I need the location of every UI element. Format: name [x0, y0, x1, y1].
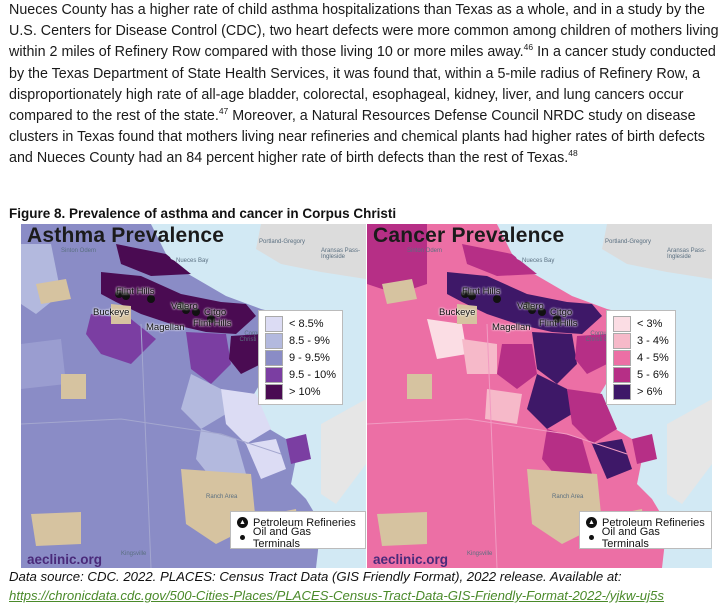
legend-row: 9.5 - 10%	[265, 366, 336, 383]
sentence-3: Moreover, a Natural Resources Defense Co…	[9, 108, 705, 167]
asthma-facility-legend: ▲ Petroleum Refineries Oil and Gas Termin…	[230, 511, 366, 550]
legend-label: Oil and Gas Terminals	[601, 525, 660, 550]
source-link[interactable]: https://chronicdata.cdc.gov/500-Cities-P…	[9, 588, 664, 603]
label-corpus-christi-bay: Corpus Christi Bay	[239, 331, 269, 343]
legend-swatch	[265, 332, 283, 349]
refinery-icon: ▲	[237, 517, 248, 528]
label-ranch-area: Ranch Area	[552, 494, 584, 500]
label-kingsville: Kingsville	[121, 551, 147, 557]
legend-label: 4 - 5%	[637, 351, 669, 364]
legend-swatch	[613, 366, 631, 383]
label-portland-gregory: Portland-Gregory	[259, 239, 306, 245]
legend-row: > 10%	[265, 383, 336, 400]
legend-label: < 8.5%	[289, 317, 324, 330]
label-buckeye: Buckeye	[93, 307, 130, 318]
legend-row: 9 - 9.5%	[265, 349, 336, 366]
label-flint-hills: Flint Hills	[462, 286, 501, 297]
legend-label: 5 - 6%	[637, 368, 669, 381]
legend-label: Petroleum Refineries	[253, 516, 356, 529]
legend-swatch	[265, 349, 283, 366]
legend-label: 3 - 4%	[637, 334, 669, 347]
label-aransas-pass: Aransas Pass-Ingleside	[667, 248, 707, 260]
legend-row: > 6%	[613, 383, 669, 400]
asthma-legend: < 8.5% 8.5 - 9% 9 - 9.5% 9.5 - 10% > 10%	[258, 310, 344, 405]
terminal-dot-icon	[589, 535, 594, 540]
cancer-map: Cancer Prevalence Sinton Odem Portland-G…	[367, 224, 712, 568]
label-kingsville: Kingsville	[467, 551, 493, 557]
label-magellan: Magellan	[146, 322, 185, 333]
figure-title: Figure 8. Prevalence of asthma and cance…	[9, 206, 397, 221]
legend-row: 8.5 - 9%	[265, 332, 336, 349]
legend-label: > 10%	[289, 385, 321, 398]
cancer-map-title: Cancer Prevalence	[373, 224, 565, 247]
label-flint-hills-2: Flint Hills	[193, 318, 232, 329]
asthma-map-title: Asthma Prevalence	[27, 224, 225, 247]
asthma-map-graphic	[21, 224, 366, 568]
sentence-1: Nueces County has a higher rate of child…	[9, 2, 719, 61]
sentence-2: In a cancer study conducted by the Texas…	[9, 44, 716, 125]
cancer-map-brand: aeclinic.org	[373, 552, 449, 567]
legend-label: 8.5 - 9%	[289, 334, 330, 347]
legend-row: 3 - 4%	[613, 332, 669, 349]
footnote-ref-47[interactable]: 47	[218, 106, 229, 117]
legend-swatch	[613, 332, 631, 349]
label-citgo: Citgo	[204, 307, 227, 318]
label-portland-gregory: Portland-Gregory	[605, 239, 652, 245]
footnote-ref-46[interactable]: 46	[523, 42, 534, 53]
label-aransas-pass: Aransas Pass-Ingleside	[321, 248, 361, 260]
legend-row: < 8.5%	[265, 315, 336, 332]
label-flint-hills: Flint Hills	[116, 286, 155, 297]
label-sinton-odem: Sinton Odem	[407, 248, 443, 254]
legend-row: ▲ Petroleum Refineries	[586, 515, 705, 530]
body-paragraph: Nueces County has a higher rate of child…	[9, 0, 721, 170]
label-valero: Valero	[171, 301, 198, 312]
label-ranch-area: Ranch Area	[206, 494, 238, 500]
refinery-icon: ▲	[586, 517, 597, 528]
legend-swatch	[613, 383, 631, 400]
legend-swatch	[265, 383, 283, 400]
label-buckeye: Buckeye	[439, 307, 476, 318]
footnote-ref-48[interactable]: 48	[568, 148, 578, 159]
terminal-dot-icon	[240, 535, 245, 540]
label-nueces-bay: Nueces Bay	[176, 258, 209, 264]
legend-label: < 3%	[637, 317, 663, 330]
asthma-map: Asthma Prevalence Sinton Odem Portland-G…	[21, 224, 366, 568]
legend-row: 5 - 6%	[613, 366, 669, 383]
legend-row: < 3%	[613, 315, 669, 332]
legend-label: > 6%	[637, 385, 663, 398]
legend-swatch	[613, 315, 631, 332]
legend-row: Oil and Gas Terminals	[237, 526, 359, 550]
label-nueces-bay: Nueces Bay	[522, 258, 555, 264]
label-sinton-odem: Sinton Odem	[61, 248, 97, 254]
cancer-legend: < 3% 3 - 4% 4 - 5% 5 - 6% > 6%	[606, 310, 676, 405]
label-citgo: Citgo	[550, 307, 573, 318]
figure-caption: Data source: CDC. 2022. PLACES: Census T…	[9, 569, 622, 584]
label-corpus-christi-bay: Corpus Christi Bay	[585, 331, 615, 343]
legend-label: 9 - 9.5%	[289, 351, 330, 364]
label-magellan: Magellan	[492, 322, 531, 333]
cancer-facility-legend: ▲ Petroleum Refineries Oil and Gas Termin…	[579, 511, 712, 550]
legend-row: Oil and Gas Terminals	[586, 526, 705, 550]
legend-row: ▲ Petroleum Refineries	[237, 515, 359, 530]
legend-swatch	[613, 349, 631, 366]
legend-label: 9.5 - 10%	[289, 368, 337, 381]
asthma-map-brand: aeclinic.org	[27, 552, 103, 567]
legend-row: 4 - 5%	[613, 349, 669, 366]
legend-swatch	[265, 366, 283, 383]
label-valero: Valero	[517, 301, 544, 312]
legend-label: Petroleum Refineries	[602, 516, 705, 529]
label-flint-hills-2: Flint Hills	[539, 318, 578, 329]
legend-swatch	[265, 315, 283, 332]
legend-label: Oil and Gas Terminals	[252, 525, 311, 550]
